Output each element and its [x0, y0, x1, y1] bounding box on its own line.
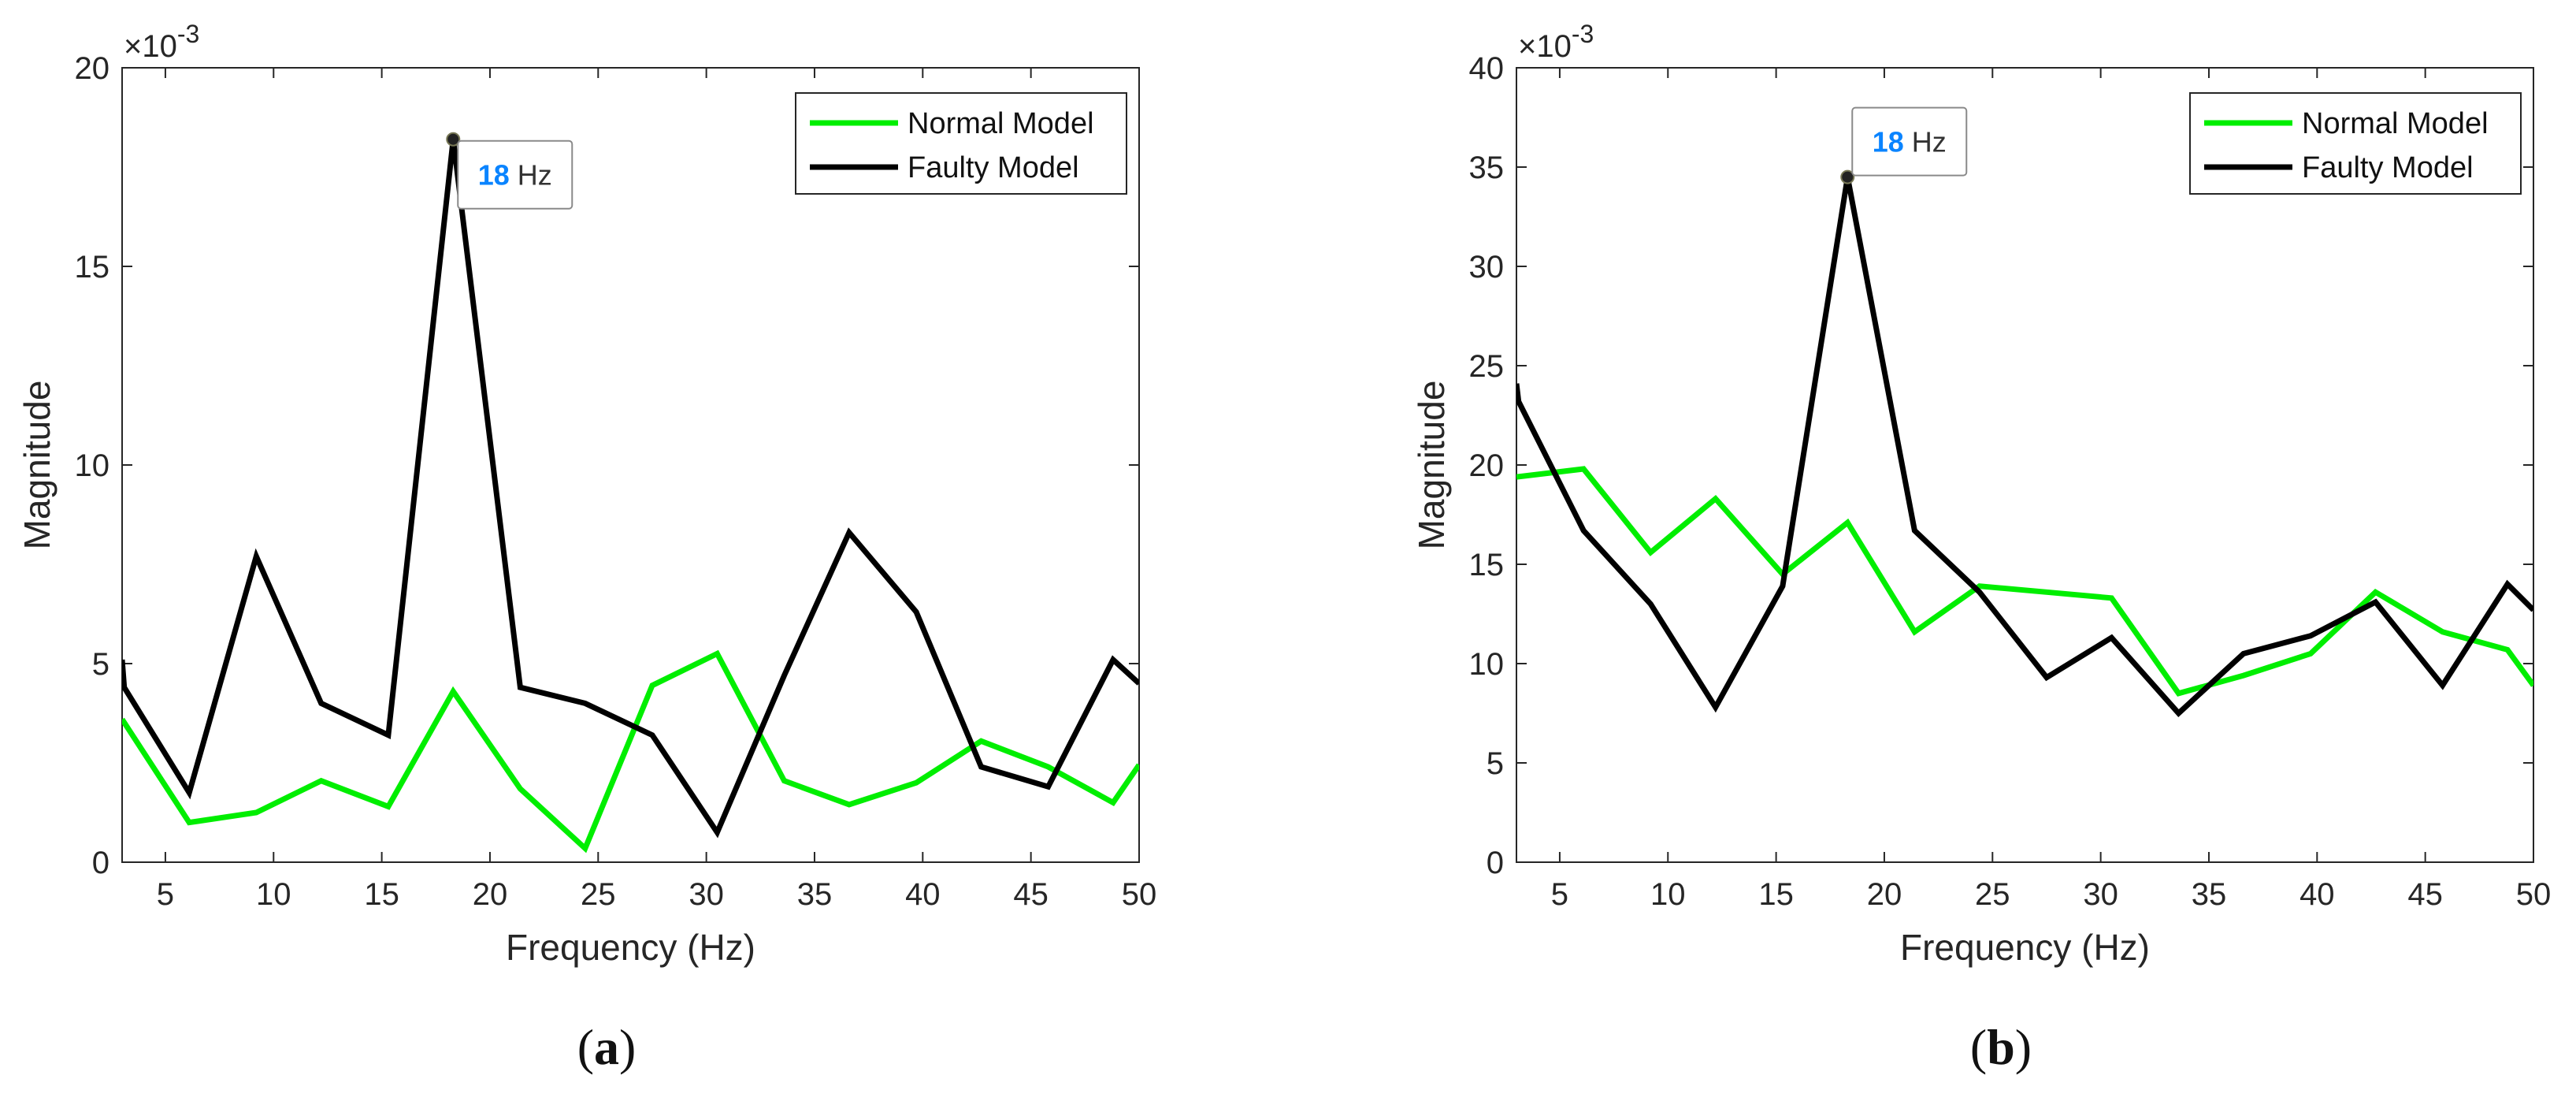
y-tick-label: 15: [75, 250, 110, 285]
datatip-unit: Hz: [510, 159, 552, 192]
x-tick-label: 20: [1867, 877, 1902, 912]
y-tick-label: 20: [1469, 448, 1505, 483]
datatip-value: 18: [1873, 126, 1904, 158]
y-tick-label: 10: [1469, 647, 1505, 682]
chart-panel-a: 0 5 10 15 20 5 10 15 20 25 30 35 40 45 50 ×10-3 Frequenc…: [17, 20, 1156, 1075]
y-exponent-power: -3: [177, 20, 199, 48]
datatip-text: 18 Hz: [1873, 126, 1947, 158]
y-exponent-label: ×10-3: [124, 20, 199, 64]
series-line-normal-model: [122, 649, 1139, 854]
y-exponent-base: ×10: [1518, 29, 1572, 64]
y-tick-label: 25: [1469, 349, 1505, 384]
x-tick-label: 45: [1013, 877, 1049, 912]
datatip-unit: Hz: [1904, 126, 1947, 158]
y-tick-label: 5: [1487, 746, 1504, 781]
datatip-box: [457, 139, 573, 210]
x-tick-label: 30: [2083, 877, 2118, 912]
panel-label-close: ): [619, 1019, 636, 1075]
x-tick-label: 45: [2407, 877, 2443, 912]
x-tick-label: 10: [256, 877, 291, 912]
x-tick-label: 10: [1650, 877, 1686, 912]
panel-label-letter: b: [1987, 1019, 2015, 1075]
y-tick-label: 0: [92, 846, 109, 880]
y-tick-label: 35: [1469, 151, 1505, 185]
datatip-marker: [446, 132, 461, 147]
datatip-marker: [1840, 169, 1855, 184]
datatip-box: [1851, 106, 1968, 177]
y-tick-label: 20: [75, 51, 110, 86]
series-line-faulty-model: [122, 139, 1139, 839]
legend-entry-label: Normal Model: [2302, 107, 2489, 140]
x-tick-label: 20: [473, 877, 508, 912]
y-exponent-label: ×10-3: [1518, 20, 1594, 64]
y-tick-label: 30: [1469, 250, 1505, 285]
datatip-value: 18: [478, 159, 510, 192]
x-tick-label: 50: [1122, 877, 1157, 912]
x-axis-title: Frequency (Hz): [1900, 927, 2150, 968]
y-axis-title: Magnitude: [17, 381, 58, 550]
x-tick-label: 35: [2192, 877, 2227, 912]
legend-entry-label: Faulty Model: [908, 151, 1079, 184]
panel-label-close: ): [2015, 1019, 2032, 1075]
panel-label: (a): [577, 1019, 637, 1075]
x-tick-label: 50: [2516, 877, 2552, 912]
x-tick-label: 25: [1975, 877, 2010, 912]
x-tick-label: 40: [905, 877, 941, 912]
y-axis-title: Magnitude: [1411, 381, 1452, 550]
series-line-faulty-model: [1516, 176, 2533, 717]
chart-panel-b: 0 5 10 15 20 25 30 35 40 5 10 15 20 25 30 35 40 45 50 ×10-3…: [1411, 20, 2551, 1075]
y-tick-label: 40: [1469, 51, 1505, 86]
panel-label-open: (: [577, 1019, 594, 1075]
series-line-normal-model: [1516, 466, 2533, 697]
panel-label: (b): [1970, 1019, 2032, 1075]
x-tick-label: 30: [689, 877, 724, 912]
panel-label-letter: a: [594, 1019, 619, 1075]
x-tick-label: 40: [2299, 877, 2335, 912]
x-tick-label: 15: [364, 877, 399, 912]
y-tick-label: 15: [1469, 548, 1505, 582]
y-tick-label: 0: [1487, 846, 1504, 880]
legend-entry-label: Normal Model: [908, 107, 1094, 140]
x-tick-label: 35: [797, 877, 833, 912]
x-tick-label: 5: [157, 877, 174, 912]
panel-label-open: (: [1970, 1019, 1987, 1075]
x-axis-title: Frequency (Hz): [506, 927, 755, 968]
legend-box: [2189, 92, 2522, 195]
x-tick-label: 5: [1551, 877, 1568, 912]
y-tick-label: 5: [92, 647, 109, 682]
x-tick-label: 25: [581, 877, 616, 912]
y-tick-label: 10: [75, 448, 110, 483]
datatip-text: 18 Hz: [478, 159, 552, 192]
legend-box: [795, 92, 1127, 195]
x-tick-label: 15: [1758, 877, 1794, 912]
y-exponent-power: -3: [1572, 20, 1594, 48]
y-exponent-base: ×10: [124, 29, 177, 64]
legend-entry-label: Faulty Model: [2302, 151, 2474, 184]
